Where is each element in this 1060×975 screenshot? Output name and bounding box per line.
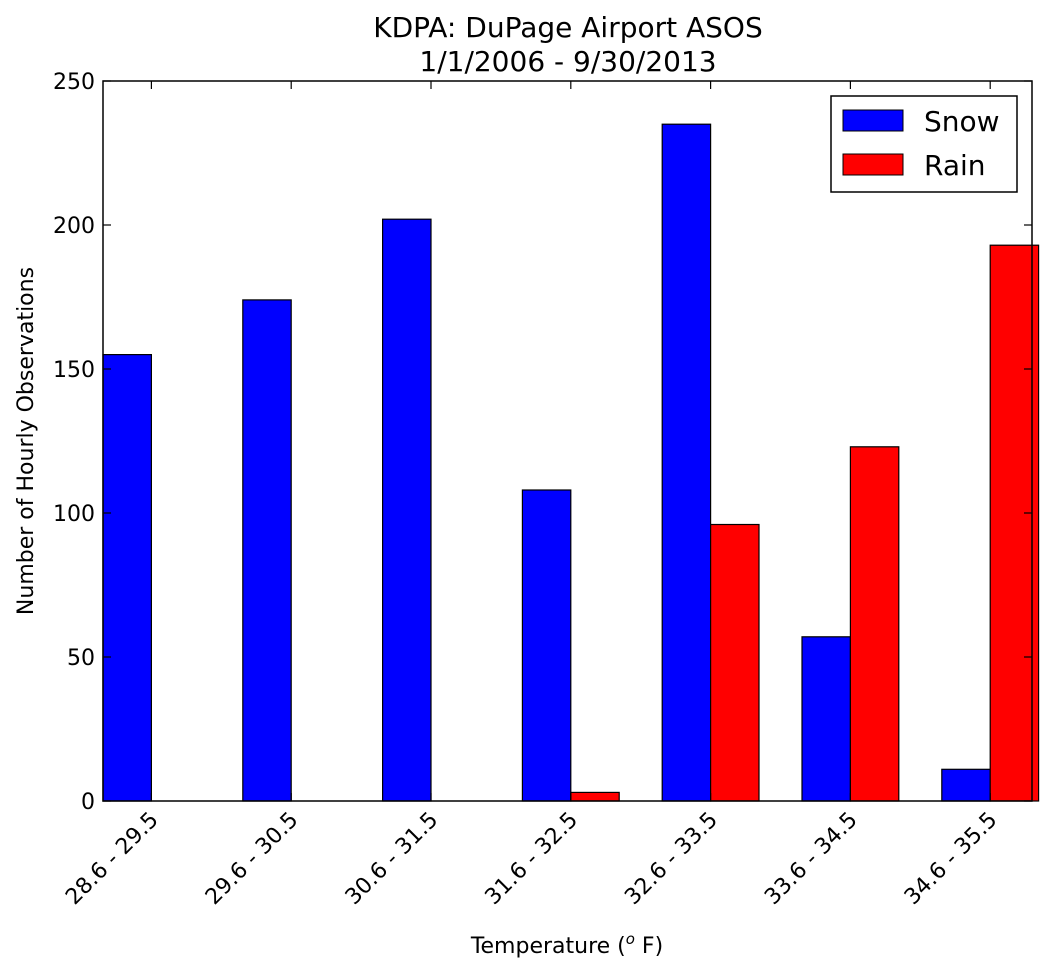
x-tick-label-1: 29.6 - 30.5 — [201, 808, 303, 910]
x-tick-label-6: 34.6 - 35.5 — [900, 808, 1002, 910]
y-tick-label-250: 250 — [53, 70, 95, 95]
bar-snow-6 — [941, 768, 991, 802]
y-tick-label-0: 0 — [81, 790, 95, 815]
bar-rain-4 — [709, 523, 760, 802]
x-axis-label-main: Temperature ( — [470, 934, 626, 959]
bar-rain-5 — [849, 446, 900, 802]
legend-label-rain: Rain — [924, 149, 986, 182]
chart-title: KDPA: DuPage Airport ASOS — [373, 11, 762, 44]
y-axis-ticks: 0 50 100 150 200 250 — [53, 70, 1032, 815]
bar-rain-3 — [570, 791, 620, 802]
y-tick-label-50: 50 — [67, 646, 95, 671]
x-axis-label: Temperature (o F) — [470, 930, 663, 959]
bar-snow-0 — [102, 354, 153, 802]
bar-snow-1 — [242, 299, 292, 802]
bar-rain-6 — [989, 244, 1040, 802]
x-tick-label-5: 33.6 - 34.5 — [760, 808, 862, 910]
x-tick-label-0: 28.6 - 29.5 — [61, 808, 163, 910]
x-tick-label-2: 30.6 - 31.5 — [341, 808, 443, 910]
x-tick-label-4: 32.6 - 33.5 — [620, 808, 722, 910]
y-tick-label-150: 150 — [53, 358, 95, 383]
x-axis-label-suffix: F) — [635, 934, 663, 959]
legend-label-snow: Snow — [924, 105, 1000, 138]
plot-frame — [102, 80, 1033, 802]
x-tick-label-3: 31.6 - 32.5 — [481, 808, 583, 910]
bar-snow-3 — [521, 489, 572, 802]
y-tick-label-100: 100 — [53, 502, 95, 527]
bars-group — [102, 123, 1040, 802]
bar-snow-2 — [382, 218, 432, 802]
bar-snow-5 — [801, 636, 852, 802]
legend-swatch-snow — [842, 109, 904, 132]
bar-snow-4 — [661, 123, 712, 802]
y-axis-label: Number of Hourly Observations — [14, 267, 39, 615]
chart-subtitle: 1/1/2006 - 9/30/2013 — [419, 45, 716, 78]
y-tick-label-200: 200 — [53, 214, 95, 239]
x-axis-label-superscript: o — [626, 930, 635, 948]
legend-swatch-rain — [842, 153, 904, 176]
legend: Snow Rain — [830, 95, 1018, 193]
